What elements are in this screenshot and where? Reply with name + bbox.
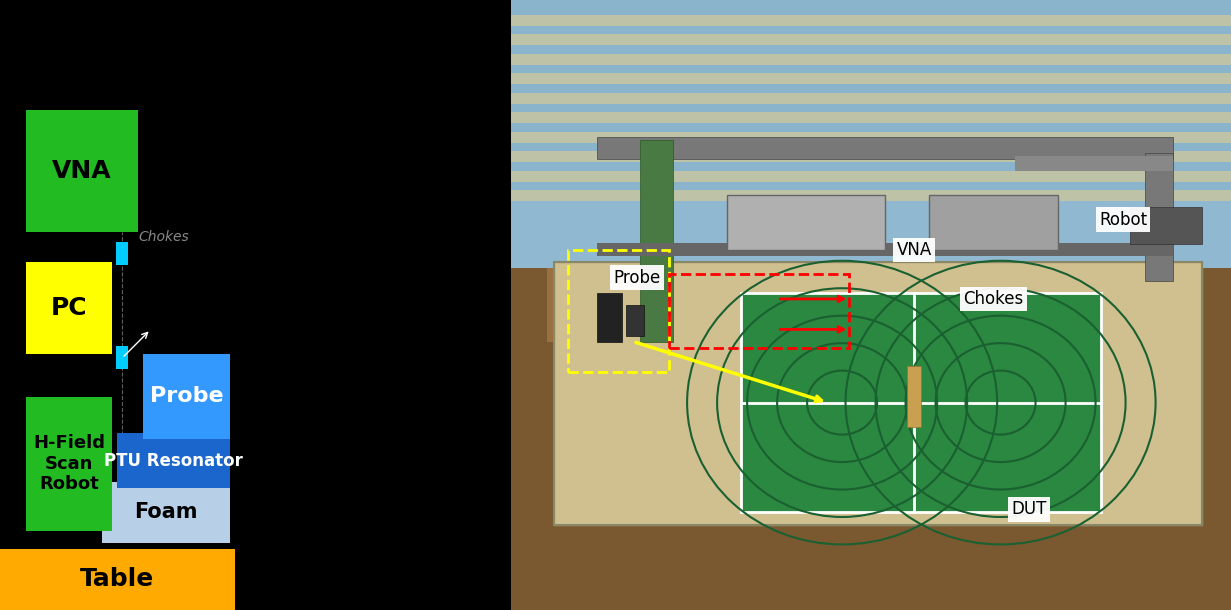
Bar: [511, 73, 1231, 84]
Bar: [143, 354, 230, 439]
Bar: [640, 140, 673, 342]
Bar: [511, 15, 1231, 26]
Bar: [511, 93, 1231, 104]
Bar: [26, 396, 112, 531]
Text: VNA: VNA: [896, 241, 932, 259]
Bar: [117, 242, 128, 265]
Bar: [511, 171, 1231, 182]
Bar: [117, 346, 128, 369]
Bar: [597, 243, 1173, 256]
Bar: [511, 34, 1231, 45]
Bar: [117, 433, 230, 488]
Bar: [511, 151, 1231, 162]
Text: H-Field
Scan
Robot: H-Field Scan Robot: [33, 434, 105, 493]
Text: Robot: Robot: [1099, 210, 1147, 229]
Text: Chokes: Chokes: [138, 230, 188, 244]
Bar: [726, 195, 885, 250]
Bar: [511, 268, 1231, 610]
Text: PC: PC: [50, 296, 87, 320]
Text: Foam: Foam: [134, 503, 198, 522]
Text: Chokes: Chokes: [963, 290, 1023, 308]
Bar: [511, 54, 1231, 65]
Bar: [511, 201, 1231, 274]
Bar: [511, 132, 1231, 143]
Bar: [511, 190, 1231, 201]
Bar: [907, 366, 921, 427]
Text: Probe: Probe: [613, 268, 661, 287]
Bar: [554, 262, 1203, 525]
Bar: [597, 293, 623, 342]
Bar: [0, 549, 235, 610]
Bar: [511, 112, 1231, 123]
Bar: [741, 293, 1102, 512]
Bar: [670, 274, 849, 348]
Bar: [597, 137, 1173, 159]
Bar: [102, 482, 230, 543]
Bar: [26, 110, 138, 232]
Bar: [511, 0, 1231, 214]
Text: Probe: Probe: [150, 387, 223, 406]
Text: VNA: VNA: [52, 159, 112, 183]
Text: Table: Table: [80, 567, 155, 592]
Bar: [627, 305, 644, 336]
Bar: [26, 262, 112, 354]
Bar: [1145, 152, 1173, 281]
Bar: [1130, 207, 1203, 244]
Bar: [928, 195, 1059, 250]
Text: DUT: DUT: [1012, 500, 1048, 518]
Bar: [554, 262, 1203, 525]
Bar: [569, 250, 670, 372]
Bar: [547, 268, 1195, 342]
Bar: [1014, 156, 1173, 171]
Text: PTU Resonator: PTU Resonator: [105, 451, 244, 470]
